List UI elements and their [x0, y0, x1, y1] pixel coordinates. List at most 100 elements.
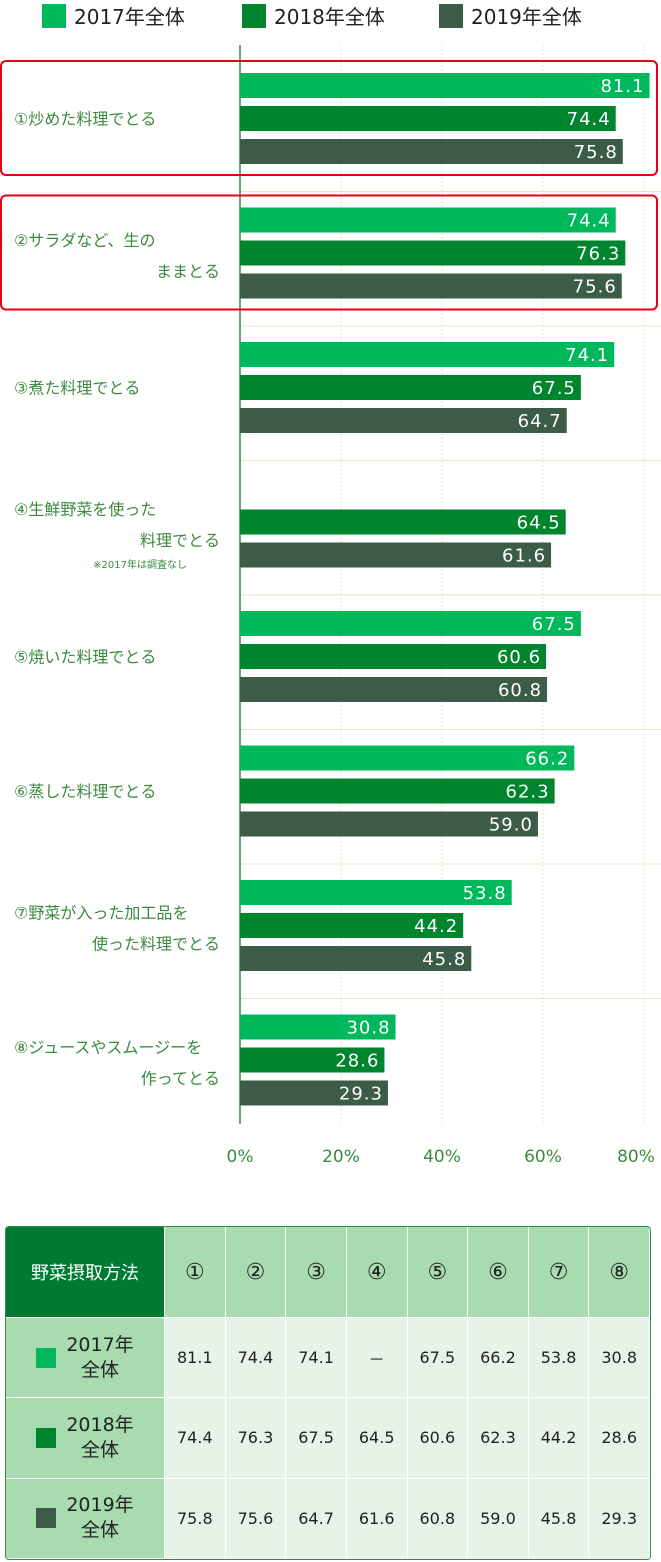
bar — [240, 946, 472, 971]
bar — [240, 644, 547, 669]
bar — [240, 611, 581, 636]
table-col-7: ⑦ — [528, 1227, 590, 1318]
table-cell: 60.6 — [407, 1398, 469, 1479]
row-head-2017: 2017年 全体 — [6, 1318, 165, 1399]
bar-value-label: 45.8 — [422, 949, 466, 970]
table-col-2: ② — [225, 1227, 287, 1318]
table-cell: 76.3 — [225, 1398, 287, 1479]
legend-label: 2018年全体 — [274, 5, 385, 29]
bar-value-label: 75.8 — [574, 142, 618, 163]
legend-label: 2019年全体 — [471, 5, 582, 29]
data-table: 野菜摂取方法 ① ② ③ ④ ⑤ ⑥ ⑦ ⑧ 2017年 全体 81.1 74.… — [5, 1226, 651, 1560]
bar — [240, 1014, 396, 1040]
table-row-2019: 2019年 全体 75.8 75.6 64.7 61.6 60.8 59.0 4… — [6, 1478, 650, 1559]
table-cell: 59.0 — [468, 1478, 529, 1559]
swatch-2018 — [36, 1427, 57, 1448]
table-title-cell: 野菜摂取方法 — [6, 1227, 165, 1318]
table-cell: 45.8 — [528, 1478, 590, 1559]
row-label-2017-year: 2017年 — [66, 1333, 134, 1356]
table-cell: 64.5 — [346, 1398, 408, 1479]
table-cell: 67.5 — [407, 1318, 469, 1399]
bar — [240, 342, 615, 367]
category-label: ④生鮮野菜を使った — [14, 500, 156, 519]
bar-value-label: 29.3 — [339, 1084, 383, 1105]
bar-value-label: 30.8 — [346, 1018, 390, 1039]
bar-value-label: 64.7 — [518, 411, 562, 432]
table-cell: 74.4 — [225, 1318, 287, 1399]
bar-value-label: 61.6 — [502, 546, 546, 567]
table-cell: 64.7 — [286, 1478, 347, 1559]
bar-value-label: 74.4 — [567, 211, 611, 232]
swatch-2017 — [36, 1347, 57, 1368]
table-cell: 28.6 — [589, 1398, 650, 1479]
table-col-6: ⑥ — [468, 1227, 529, 1318]
table-col-1: ① — [165, 1227, 226, 1318]
table-cell: 67.5 — [286, 1398, 347, 1479]
table-row-2018: 2018年 全体 74.4 76.3 67.5 64.5 60.6 62.3 4… — [6, 1398, 650, 1479]
row-label-2019-scope: 全体 — [80, 1519, 119, 1542]
bar-value-label: 74.1 — [565, 345, 609, 366]
table-cell: 81.1 — [165, 1318, 226, 1399]
swatch-2019 — [36, 1508, 57, 1529]
bar-value-label: 67.5 — [532, 614, 576, 635]
bar-value-label: 62.3 — [506, 782, 550, 803]
bar — [240, 880, 512, 905]
bar — [240, 677, 548, 702]
x-tick-label: 80% — [617, 1147, 655, 1167]
row-label-2017-scope: 全体 — [80, 1358, 119, 1381]
bar-value-label: 74.4 — [567, 109, 611, 130]
bar-chart: 2017年全体 2018年全体 2019年全体 75.8 74.4 81.1 ①炒めた料理で… — [0, 4, 661, 1167]
bar — [240, 73, 650, 98]
bar-value-label: 44.2 — [414, 916, 458, 937]
bar — [240, 408, 567, 433]
bar — [240, 106, 616, 131]
bar-value-label: 81.1 — [600, 76, 644, 97]
table-cell: 30.8 — [589, 1318, 650, 1399]
bar-value-label: 60.6 — [497, 647, 541, 668]
table-cell: 74.4 — [165, 1398, 226, 1479]
table-row-2017: 2017年 全体 81.1 74.4 74.1 － 67.5 66.2 53.8… — [6, 1318, 650, 1399]
table-cell: 62.3 — [468, 1398, 529, 1479]
table-cell: 75.8 — [165, 1478, 226, 1559]
category-label: 料理でとる — [140, 531, 220, 550]
legend-swatch — [242, 4, 266, 28]
category-label: ⑤焼いた料理でとる — [14, 648, 156, 667]
legend-swatch — [439, 4, 463, 28]
bar — [240, 542, 552, 568]
highlight-box — [0, 194, 658, 311]
category-label: ⑥蒸した料理でとる — [14, 782, 156, 801]
category-label: ⑧ジュースやスムージーを — [14, 1038, 202, 1057]
table-cell: 61.6 — [346, 1478, 408, 1559]
bar — [240, 139, 623, 164]
row-label-2018-scope: 全体 — [80, 1438, 119, 1461]
row-label-2019-year: 2019年 — [66, 1494, 134, 1517]
category-label: ままとる — [156, 262, 220, 281]
bar — [240, 273, 622, 299]
category-note: ※2017年は調査なし — [93, 558, 187, 571]
table-cell: 66.2 — [468, 1318, 529, 1399]
bar — [240, 375, 581, 400]
category-label: ②サラダなど、生の — [14, 231, 156, 250]
table-col-8: ⑧ — [589, 1227, 650, 1318]
bar-value-label: 53.8 — [463, 883, 507, 904]
category-label: 使った料理でとる — [92, 935, 220, 954]
x-tick-label: 40% — [423, 1147, 461, 1167]
table-cell: 53.8 — [528, 1318, 590, 1399]
row-label-2018-year: 2018年 — [66, 1413, 134, 1436]
table-cell: 74.1 — [286, 1318, 347, 1399]
x-tick-label: 0% — [227, 1147, 254, 1167]
bar — [240, 745, 575, 771]
x-tick-label: 20% — [322, 1147, 360, 1167]
table-header-row: 野菜摂取方法 ① ② ③ ④ ⑤ ⑥ ⑦ ⑧ — [6, 1227, 650, 1318]
bar — [240, 913, 464, 938]
category-label: ③煮た料理でとる — [14, 379, 140, 398]
row-head-2018: 2018年 全体 — [6, 1398, 165, 1479]
legend-swatch — [42, 4, 66, 28]
table-cell: 29.3 — [589, 1478, 650, 1559]
highlight-box — [0, 60, 658, 176]
bar — [240, 778, 555, 804]
table-col-3: ③ — [286, 1227, 347, 1318]
bar-value-label: 75.6 — [573, 277, 617, 298]
category-label: 作ってとる — [141, 1069, 220, 1088]
bar — [240, 1047, 385, 1073]
